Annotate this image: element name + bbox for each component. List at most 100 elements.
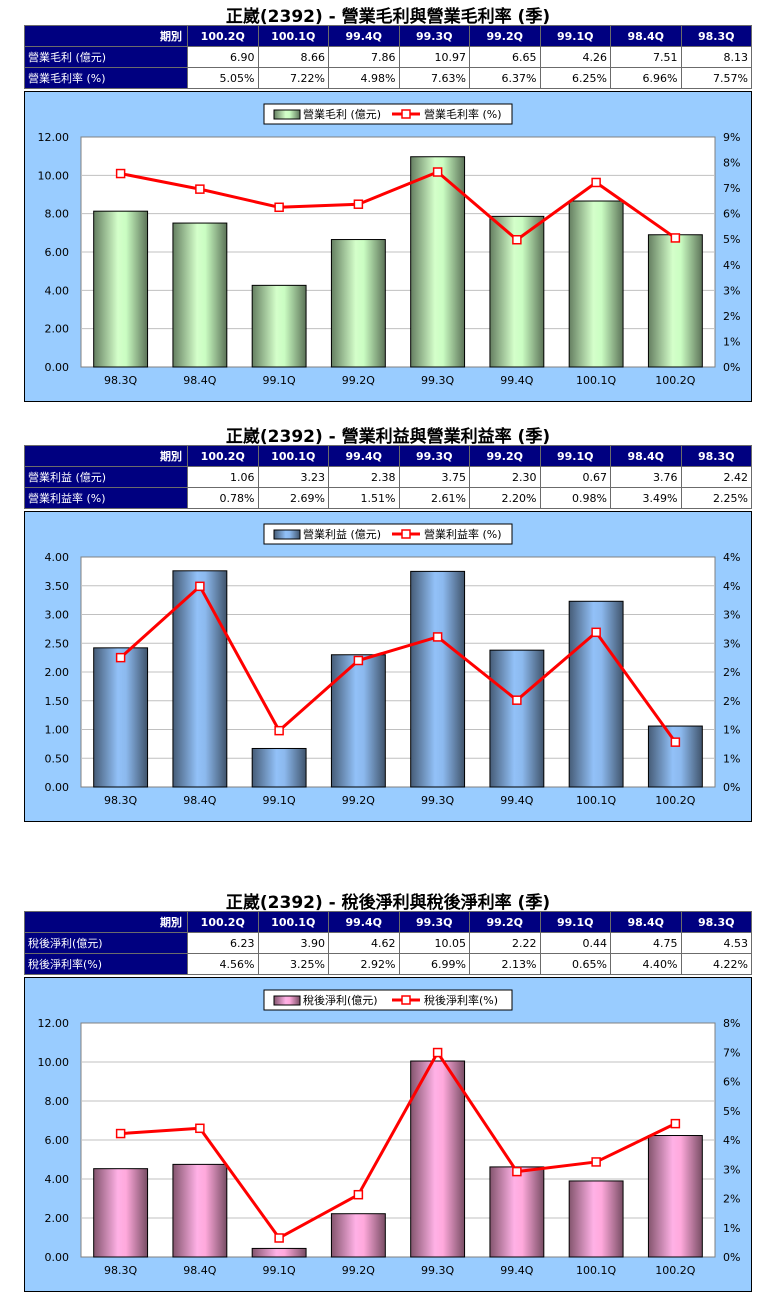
x-tick-label: 99.1Q — [263, 794, 296, 807]
y2-tick-label: 2% — [723, 695, 740, 708]
bar — [172, 1163, 228, 1258]
y-tick-label: 0.00 — [45, 781, 70, 794]
y2-tick-label: 0% — [723, 1251, 740, 1264]
line-marker — [195, 1123, 205, 1134]
y2-tick-label: 4% — [723, 1134, 740, 1147]
table-cell: 0.65% — [539, 953, 611, 975]
period-cell: 99.1Q — [539, 911, 611, 933]
table-cell: 7.51 — [610, 46, 682, 68]
table-cell: 4.26 — [539, 46, 611, 68]
bar — [410, 570, 466, 788]
y2-tick-label: 3% — [723, 609, 740, 622]
line-marker — [512, 234, 522, 245]
bar — [93, 647, 149, 788]
x-tick-label: 99.4Q — [500, 794, 533, 807]
line-marker — [670, 737, 681, 747]
line-marker — [591, 1157, 601, 1167]
y2-tick-label: 2% — [723, 1193, 740, 1206]
x-tick-label: 98.4Q — [183, 374, 216, 387]
y2-tick-label: 4% — [723, 551, 740, 564]
x-tick-label: 98.4Q — [183, 1264, 216, 1277]
period-cell: 100.1Q — [257, 25, 329, 47]
period-cell: 99.3Q — [398, 25, 470, 47]
table-row: 營業毛利率 (%) 5.05% 7.22% 4.98% 7.63% 6.37% … — [24, 67, 752, 89]
legend-label: 營業毛利 (億元) — [303, 108, 381, 121]
series-line — [120, 1051, 677, 1240]
table-cell: 2.42 — [680, 466, 752, 488]
bar — [251, 747, 307, 788]
y-tick-label: 10.00 — [38, 1056, 70, 1069]
chart-svg: 0.00 2.00 4.00 6.00 8.00 10.00 12.00 0% 1% 2% 3% 4%… — [38, 989, 740, 1277]
table-row: 營業利益 (億元) 1.06 3.23 2.38 3.75 2.30 0.67 … — [24, 466, 752, 488]
y-tick-label: 0.00 — [45, 361, 70, 374]
y2-tick-label: 5% — [723, 233, 740, 246]
x-tick-label: 99.2Q — [342, 794, 375, 807]
table-header-row: 期別 100.2Q 100.1Q 99.4Q 99.3Q 99.2Q 99.1Q… — [24, 445, 752, 467]
period-cell: 99.2Q — [469, 911, 541, 933]
y2-tick-label: 0% — [723, 781, 740, 794]
table-cell: 2.20% — [469, 487, 541, 509]
table-cell: 1.51% — [328, 487, 400, 509]
y2-tick-label: 7% — [723, 182, 740, 195]
line-marker — [432, 1047, 443, 1058]
period-cell: 99.4Q — [328, 445, 400, 467]
y-tick-label: 8.00 — [45, 1095, 70, 1108]
y2-tick-label: 8% — [723, 1017, 740, 1030]
y2-tick-label: 4% — [723, 259, 740, 272]
x-tick-label: 98.3Q — [104, 794, 137, 807]
bar — [251, 1247, 307, 1258]
legend-box — [263, 103, 513, 125]
period-cell: 99.4Q — [328, 25, 400, 47]
legend-label: 營業利益率 (%) — [424, 527, 502, 541]
table-cell: 2.92% — [328, 953, 400, 975]
y2-tick-label: 4% — [723, 580, 740, 593]
y-tick-label: 6.00 — [45, 1134, 70, 1147]
table-header-row: 期別 100.2Q 100.1Q 99.4Q 99.3Q 99.2Q 99.1Q… — [24, 25, 752, 47]
line-marker — [591, 627, 601, 638]
line-marker — [274, 202, 284, 213]
period-cell: 99.2Q — [469, 25, 541, 47]
legend-label: 稅後淨利率(%) — [424, 993, 498, 1007]
x-tick-label: 100.1Q — [576, 794, 616, 807]
table-cell: 7.57% — [680, 67, 752, 89]
x-tick-label: 99.4Q — [500, 1264, 533, 1277]
row-label: 營業利益 (億元) — [24, 466, 188, 488]
x-tick-label: 100.1Q — [576, 374, 616, 387]
y2-tick-label: 1% — [723, 335, 740, 348]
table-cell: 6.90 — [187, 46, 259, 68]
table-cell: 7.86 — [328, 46, 400, 68]
y-tick-label: 8.00 — [45, 208, 70, 221]
table-cell: 3.23 — [257, 466, 329, 488]
y2-tick-label: 3% — [723, 637, 740, 650]
y2-tick-label: 1% — [723, 752, 740, 765]
y-tick-label: 3.00 — [45, 609, 70, 622]
chart-area: 0.00 2.00 4.00 6.00 8.00 10.00 12.00 0% 1% 2% 3% 4%… — [24, 91, 752, 402]
y-tick-label: 12.00 — [38, 131, 70, 144]
y-tick-label: 0.50 — [45, 752, 70, 765]
period-cell: 100.2Q — [187, 25, 259, 47]
x-tick-label: 99.3Q — [421, 794, 454, 807]
legend-marker — [401, 995, 411, 1005]
table-cell: 5.05% — [187, 67, 259, 89]
data-table: 期別 100.2Q 100.1Q 99.4Q 99.3Q 99.2Q 99.1Q… — [24, 445, 752, 509]
x-tick-label: 98.3Q — [104, 1264, 137, 1277]
y2-tick-label: 2% — [723, 666, 740, 679]
period-cell: 100.1Q — [257, 445, 329, 467]
period-cell: 99.1Q — [539, 445, 611, 467]
line-marker — [353, 199, 364, 209]
bar — [330, 239, 386, 368]
table-cell: 2.69% — [257, 487, 329, 509]
chart-svg: 0.00 0.50 1.00 1.50 2.00 2.50 3.00 3.50 4.00 0% 1%… — [45, 523, 740, 807]
series-line — [120, 170, 677, 242]
bar — [93, 210, 149, 368]
legend: 稅後淨利(億元) 稅後淨利率(%) — [263, 989, 513, 1011]
period-cell: 98.4Q — [610, 25, 682, 47]
table-row: 稅後淨利(億元) 6.23 3.90 4.62 10.05 2.22 0.44 … — [24, 932, 752, 954]
bar — [489, 1166, 545, 1258]
table-cell: 0.44 — [539, 932, 611, 954]
x-tick-label: 100.2Q — [655, 374, 695, 387]
table-header-row: 期別 100.2Q 100.1Q 99.4Q 99.3Q 99.2Q 99.1Q… — [24, 911, 752, 933]
period-cell: 99.4Q — [328, 911, 400, 933]
period-cell: 99.2Q — [469, 445, 541, 467]
x-tick-label: 99.3Q — [421, 374, 454, 387]
